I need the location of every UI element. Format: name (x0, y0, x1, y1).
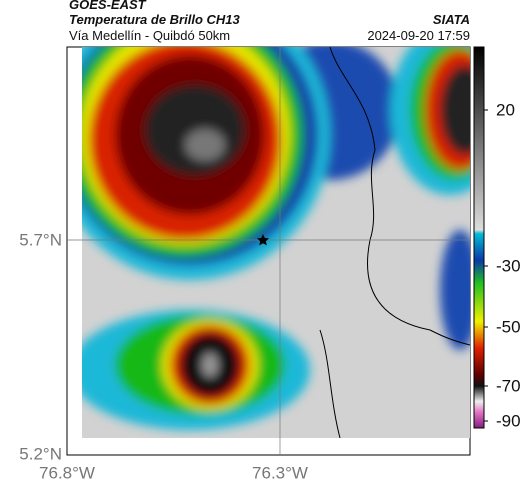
colorbar-tick-label: -50 (496, 317, 521, 336)
source: SIATA (432, 12, 470, 27)
location-marker (257, 234, 269, 246)
colorbar-tick-label: -30 (496, 256, 521, 275)
colorbar (473, 46, 485, 429)
title: GOES-EAST (69, 0, 146, 12)
lat-label: 5.2°N (19, 444, 62, 463)
colorbar-tick-label: -90 (496, 411, 521, 430)
imagery (82, 47, 470, 438)
lon-label: 76.8°W (39, 463, 95, 482)
timestamp: 2024-09-20 17:59 (367, 28, 470, 43)
route: Vía Medellín - Quibdó 50km (69, 28, 231, 43)
colorbar-ticks: 20 -30 -50 -70 -90 (484, 100, 521, 430)
lat-label: 5.7°N (19, 230, 62, 249)
lon-label: 76.3°W (252, 463, 308, 482)
colorbar-tick-label: -70 (496, 376, 521, 395)
colorbar-tick-label: 20 (496, 100, 515, 119)
subtitle: Temperatura de Brillo CH13 (69, 12, 240, 27)
